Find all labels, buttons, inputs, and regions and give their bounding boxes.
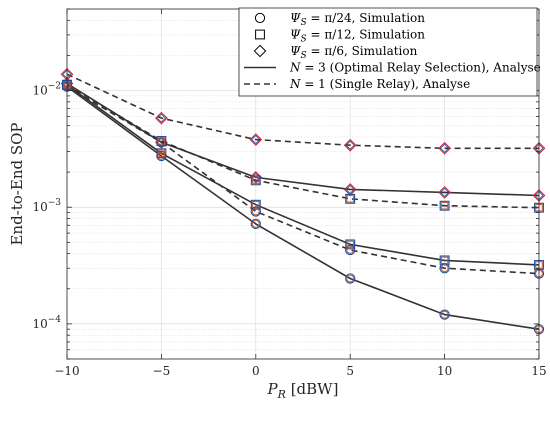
- marker-shape: [439, 263, 450, 274]
- axis-ticks: −10 −5 0 5 10 15 10−2 10−3 10−4: [32, 8, 547, 378]
- marker-shape-inner: [440, 202, 449, 210]
- data-point-diamond: [438, 141, 451, 155]
- marker-shape: [250, 175, 261, 186]
- x-tick-label: 0: [252, 364, 260, 378]
- marker-shape-inner: [346, 274, 355, 283]
- x-axis-label: PR [dBW]: [267, 380, 339, 401]
- marker-shape-inner: [251, 135, 261, 145]
- legend-entry: N = 3 (Optimal Relay Selection), Analyse: [244, 61, 541, 75]
- data-point-square: [156, 135, 167, 146]
- marker-shape-inner: [440, 310, 449, 319]
- x-tick-label: 10: [437, 364, 452, 378]
- legend-label: ΨS = π/12, Simulation: [290, 28, 425, 45]
- data-point-diamond: [155, 111, 168, 125]
- series-lines: [66, 73, 540, 330]
- legend-label: ΨS = π/24, Simulation: [290, 11, 425, 28]
- data-point-circle: [439, 309, 450, 320]
- marker-shape-inner: [345, 184, 355, 195]
- data-point-diamond: [343, 138, 357, 152]
- marker-shape: [249, 133, 263, 146]
- legend-box: [238, 7, 538, 97]
- legend-entry: ΨS = π/6, Simulation: [253, 44, 418, 61]
- data-point-diamond: [155, 135, 168, 149]
- x-tick-label: 15: [531, 364, 546, 378]
- legend-marker-diamond: [253, 44, 267, 58]
- marker-shape-inner: [440, 264, 449, 273]
- series-markers: [60, 67, 546, 335]
- x-tick-label: −5: [153, 364, 171, 378]
- data-point-diamond: [249, 133, 263, 146]
- legend-entry: N = 1 (Single Relay), Analyse: [244, 77, 470, 91]
- data-point-circle: [345, 244, 356, 256]
- data-point-square: [439, 200, 450, 211]
- marker-shape-inner: [156, 137, 166, 147]
- data-point-circle: [439, 263, 450, 274]
- marker-shape: [439, 309, 450, 320]
- marker-shape: [345, 273, 356, 284]
- marker-shape-inner: [346, 195, 354, 203]
- series-line-n1-square: [66, 84, 540, 209]
- series-line-n1-diamond: [66, 73, 539, 150]
- legend-marker-shape: [253, 44, 267, 58]
- marker-shape-inner: [440, 143, 450, 153]
- y-tick-label: 10−2: [32, 82, 61, 98]
- marker-shape-inner: [346, 246, 355, 254]
- x-tick-label: −10: [54, 364, 79, 378]
- marker-shape-inner: [251, 207, 260, 216]
- marker-shape: [345, 193, 356, 204]
- series-line-n3-circle: [66, 85, 540, 330]
- data-point-circle: [345, 273, 356, 284]
- data-point-square: [345, 193, 356, 204]
- legend-label: ΨS = π/6, Simulation: [290, 44, 418, 61]
- y-axis-label: End-to-End SOP: [8, 122, 26, 245]
- legend-entry: ΨS = π/24, Simulation: [254, 11, 425, 28]
- marker-shape: [343, 183, 357, 196]
- data-point-diamond: [438, 186, 451, 199]
- marker-shape-inner: [156, 113, 166, 123]
- marker-shape-inner: [157, 149, 166, 157]
- data-point-square: [345, 239, 356, 250]
- legend-marker-shape: [255, 29, 265, 40]
- series-line-n3-square: [66, 84, 540, 266]
- data-point-square: [156, 148, 167, 159]
- legend-marker-circle: [254, 12, 266, 24]
- legend-label: N = 3 (Optimal Relay Selection), Analyse: [289, 61, 541, 75]
- marker-shape: [250, 218, 261, 230]
- legend-marker-shape: [254, 12, 266, 24]
- marker-shape: [343, 138, 357, 152]
- marker-shape: [345, 244, 356, 256]
- marker-shape: [250, 206, 261, 217]
- data-point-circle: [250, 218, 261, 230]
- marker-shape: [250, 199, 261, 210]
- marker-shape: [155, 135, 168, 149]
- data-point-circle: [250, 206, 261, 217]
- legend-marker-square: [255, 29, 265, 40]
- x-tick-label: 5: [346, 364, 354, 378]
- legend-entry: ΨS = π/12, Simulation: [255, 28, 425, 45]
- series-line-n1-circle: [66, 85, 540, 275]
- marker-shape: [156, 148, 167, 159]
- marker-shape-inner: [440, 187, 450, 197]
- data-point-square: [250, 175, 261, 186]
- marker-shape: [156, 135, 167, 146]
- marker-shape-inner: [345, 140, 355, 150]
- legend-label: N = 1 (Single Relay), Analyse: [289, 77, 470, 91]
- y-tick-label: 10−3: [32, 198, 61, 214]
- marker-shape-inner: [157, 137, 166, 145]
- marker-shape: [345, 239, 356, 250]
- marker-shape: [438, 141, 451, 155]
- data-point-diamond: [343, 183, 357, 196]
- marker-shape-inner: [252, 176, 260, 184]
- y-tick-label: 10−4: [32, 315, 61, 331]
- marker-shape-inner: [251, 220, 260, 228]
- marker-shape: [439, 200, 450, 211]
- marker-shape-inner: [346, 240, 354, 249]
- marker-shape: [438, 186, 451, 199]
- marker-shape: [155, 111, 168, 125]
